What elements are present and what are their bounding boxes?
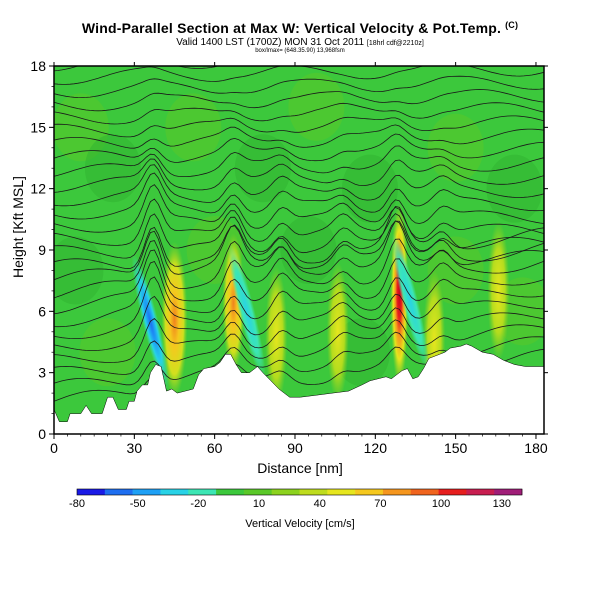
field-patch xyxy=(234,134,291,203)
theta-contour xyxy=(54,75,544,99)
y-tick-label: 18 xyxy=(30,58,46,74)
theta-contour xyxy=(54,220,544,270)
y-tick-label: 3 xyxy=(38,365,46,381)
theta-contour xyxy=(54,124,544,149)
colorbar-swatch xyxy=(77,489,106,495)
colorbar-swatch xyxy=(494,489,523,495)
theta-contour xyxy=(54,102,544,125)
x-axis-label: Distance [nm] xyxy=(257,460,343,476)
colorbar-swatch xyxy=(382,489,412,495)
theta-contour xyxy=(54,220,544,299)
colorbar-swatch xyxy=(188,489,217,495)
chart-subtitle-small: box/lmax= (648.35.90) 13,968fsm xyxy=(255,48,345,54)
field-patch xyxy=(288,72,345,141)
colorbar-swatch xyxy=(160,489,189,495)
theta-contour xyxy=(54,133,544,163)
x-tick-label: 120 xyxy=(364,440,388,456)
updraft-core xyxy=(487,220,510,361)
theta-contour xyxy=(54,158,544,193)
colorbar-swatch xyxy=(466,489,495,495)
colorbar-tick-label: 130 xyxy=(493,498,511,510)
plot-area xyxy=(54,66,544,434)
theta-contour xyxy=(54,238,544,315)
theta-contour xyxy=(54,145,544,177)
downdraft-core xyxy=(391,233,429,370)
chart-title: Wind-Parallel Section at Max W: Vertical… xyxy=(81,20,519,36)
theta-contour xyxy=(54,115,544,138)
colorbar-label: Vertical Velocity [cm/s] xyxy=(245,518,355,530)
x-tick-label: 30 xyxy=(127,440,143,456)
y-axis-label: Height [Kft MSL] xyxy=(10,176,26,278)
chart-subtitle: Valid 1400 LST (1700Z) MON 31 Oct 2011 [… xyxy=(176,37,424,48)
colorbar-tick-label: 70 xyxy=(374,498,386,510)
y-tick-label: 6 xyxy=(38,303,46,319)
y-tick-label: 12 xyxy=(30,181,46,197)
colorbar-tick-label: -20 xyxy=(190,498,206,510)
colorbar-swatch xyxy=(271,489,300,495)
x-tick-label: 180 xyxy=(524,440,548,456)
theta-contour xyxy=(54,319,544,375)
x-tick-label: 0 xyxy=(50,440,58,456)
colorbar-tick-label: -80 xyxy=(69,498,85,510)
theta-contour xyxy=(54,164,544,207)
theta-contour xyxy=(54,89,544,112)
theta-contour xyxy=(54,172,544,220)
axes: 0 30 60 90 120 150 180 0 3 6 9 12 15 18 xyxy=(30,58,548,456)
colorbar-swatch xyxy=(132,489,161,495)
y-tick-label: 9 xyxy=(38,242,46,258)
field-patch xyxy=(427,113,484,182)
colorbar-tick-label: -50 xyxy=(130,498,146,510)
theta-contour xyxy=(54,66,544,85)
theta-contour xyxy=(54,307,544,363)
theta-contour xyxy=(54,293,544,351)
field-patch xyxy=(486,154,543,223)
colorbar-swatch xyxy=(243,489,272,495)
field-patch xyxy=(341,154,398,223)
colorbar-frame xyxy=(76,488,523,496)
colorbar-swatch xyxy=(355,489,384,495)
colorbar-tick-label: 100 xyxy=(432,498,450,510)
colorbar-swatch xyxy=(410,489,439,495)
y-tick-label: 15 xyxy=(30,119,46,135)
x-tick-label: 150 xyxy=(444,440,468,456)
colorbar-tick-label: 40 xyxy=(314,498,326,510)
theta-contour xyxy=(54,184,544,233)
y-tick-label: 0 xyxy=(38,426,46,442)
updraft-core xyxy=(326,261,349,402)
theta-contour xyxy=(54,258,544,328)
colorbar-swatch xyxy=(299,489,328,495)
x-tick-label: 90 xyxy=(287,440,303,456)
field-patch xyxy=(165,93,222,162)
field-patch xyxy=(427,236,484,305)
field-patch xyxy=(79,318,136,387)
colorbar-swatch xyxy=(438,489,467,495)
theta-contour xyxy=(54,198,544,246)
colorbar-swatch xyxy=(216,489,245,495)
downdraft-core xyxy=(228,243,266,380)
theta-contour xyxy=(54,276,544,339)
theta-contour xyxy=(54,205,544,281)
field-patch xyxy=(54,236,104,305)
field-patch xyxy=(280,216,337,284)
terrain xyxy=(54,343,544,434)
colorbar-tick-label: 10 xyxy=(253,498,265,510)
theta-contour xyxy=(54,213,544,259)
colorbar: -80 -50 -20 10 40 70 100 130 xyxy=(69,488,523,510)
colorbar-swatch xyxy=(104,489,133,495)
colorbar-swatch xyxy=(327,489,356,495)
x-tick-label: 60 xyxy=(207,440,223,456)
